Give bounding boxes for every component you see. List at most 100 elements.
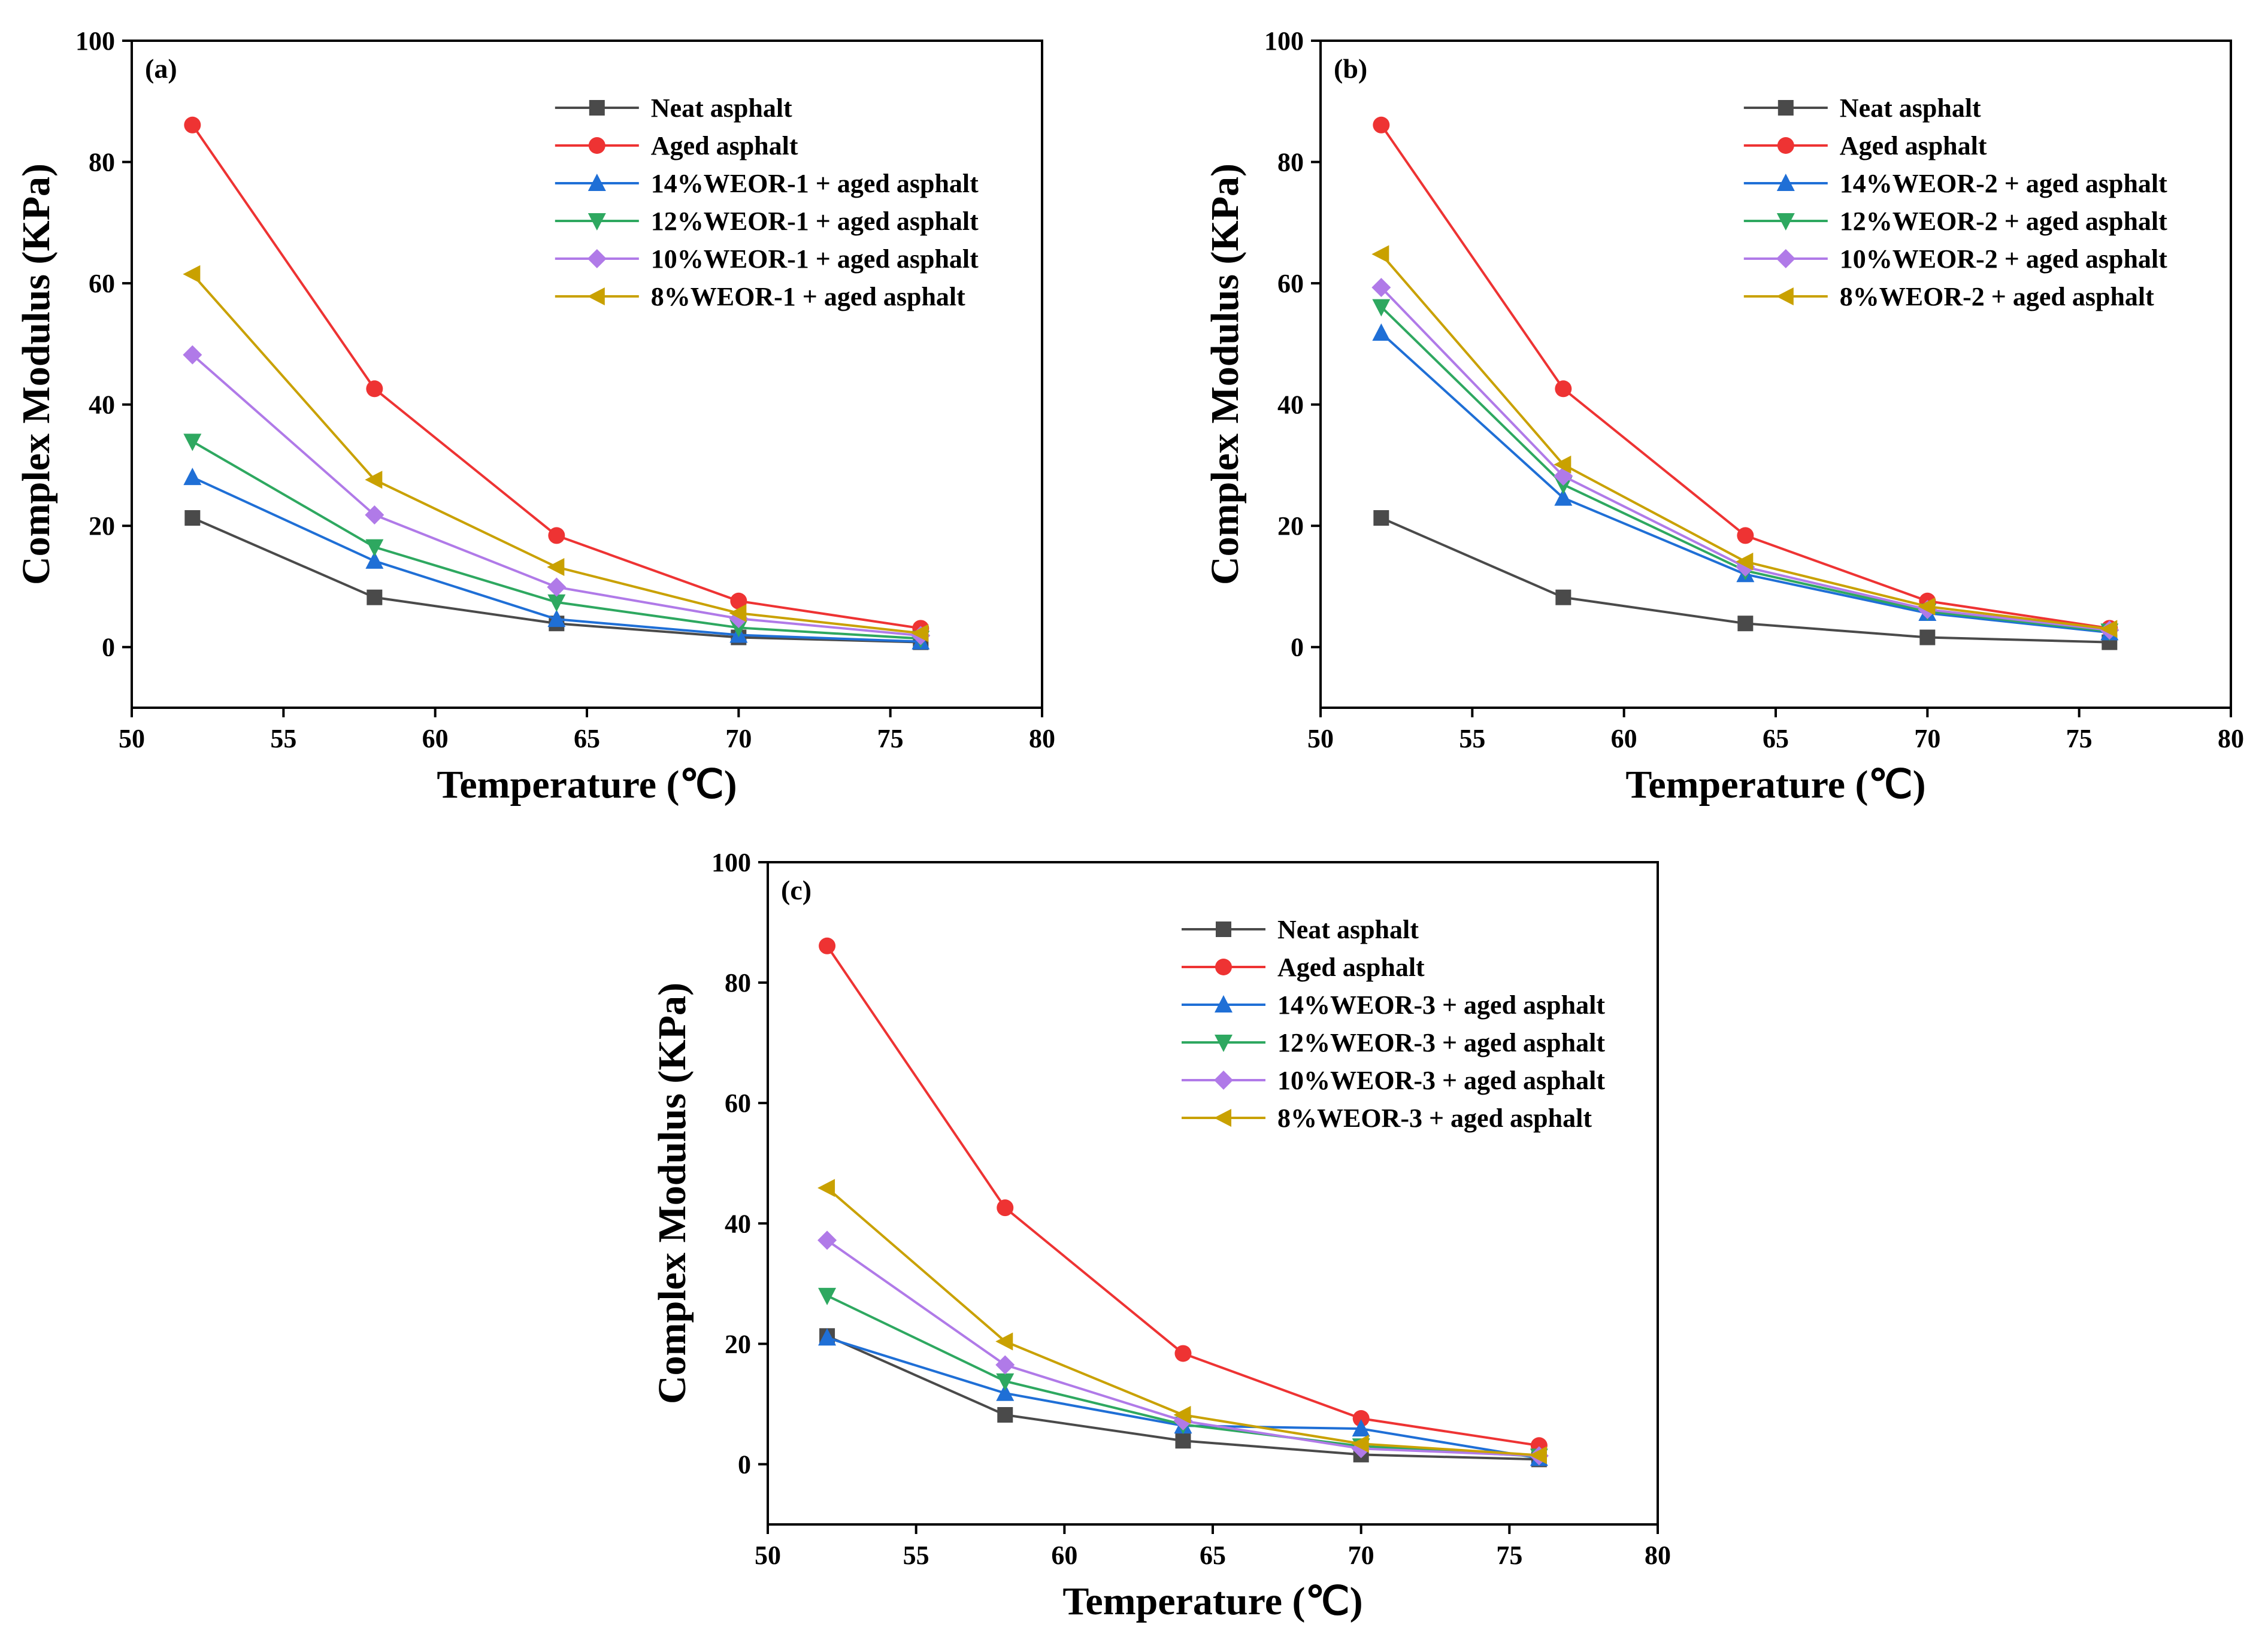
chart-panel-1: 50 55 60 65 70 75 80 0 20 40 60 80 100 Temperature (℃… [14,26,1055,807]
legend-marker [1214,995,1233,1012]
legend-item: 14%WEOR-1 + aged asphalt [555,169,979,198]
legend-label: Neat asphalt [1277,915,1419,944]
data-point [1373,510,1389,526]
x-tick-label: 75 [2066,724,2093,753]
data-point [1372,323,1391,341]
panel-label: (a) [145,53,177,84]
legend-item: 12%WEOR-1 + aged asphalt [555,207,979,236]
legend: Neat asphalt Aged asphalt 14%WEOR-3 + aged… [1181,915,1605,1133]
x-tick-label: 60 [422,724,449,753]
legend-item: Aged asphalt [1743,131,1987,160]
data-point [995,1355,1015,1375]
data-point [366,380,383,398]
data-point [729,620,748,638]
x-tick-label: 60 [1051,1541,1077,1570]
legend-label: Neat asphalt [1840,93,1981,123]
data-point [547,594,566,612]
y-axis-title: Complex Modulus (KPa) [1203,163,1247,585]
legend-label: 12%WEOR-1 + aged asphalt [651,207,979,236]
legend-item: Neat asphalt [555,93,792,123]
data-point [817,1230,837,1250]
legend-marker [1778,100,1794,116]
legend: Neat asphalt Aged asphalt 14%WEOR-1 + aged… [555,93,979,311]
legend-item: 10%WEOR-2 + aged asphalt [1743,244,2167,274]
series-6 [1371,245,2118,638]
legend-marker [589,100,605,116]
legend-item: 14%WEOR-3 + aged asphalt [1181,990,1605,1020]
y-axis-title: Complex Modulus (KPa) [650,983,694,1404]
data-point [1554,455,1571,474]
legend-item: 12%WEOR-2 + aged asphalt [1743,207,2167,236]
data-point [996,1383,1015,1401]
legend-item: 8%WEOR-1 + aged asphalt [555,282,965,311]
legend-label: 14%WEOR-3 + aged asphalt [1277,990,1605,1020]
legend-label: Aged asphalt [1277,953,1425,982]
chart-panel-2: 50 55 60 65 70 75 80 0 20 40 60 80 100 Temperature (℃… [1203,26,2244,807]
y-tick-label: 80 [1277,148,1304,177]
data-point [547,610,566,627]
data-point [911,624,929,642]
legend-label: 14%WEOR-1 + aged asphalt [651,169,979,198]
data-point [547,558,565,577]
data-point [1352,1410,1370,1427]
y-tick-label: 40 [725,1209,751,1238]
y-tick-label: 100 [711,848,751,877]
chart-panel-3: 50 55 60 65 70 75 80 0 20 40 60 80 100 Temperature (℃… [650,848,1671,1623]
series-1 [1373,510,2118,650]
data-point [1373,116,1390,134]
panel-label: (c) [781,875,811,905]
legend-label: 14%WEOR-2 + aged asphalt [1840,169,2167,198]
legend-marker [588,174,606,191]
data-point [730,592,747,610]
y-tick-label: 20 [1277,511,1304,541]
panel-label: (b) [1334,53,1367,84]
x-tick-label: 70 [1348,1541,1374,1570]
legend-marker [1215,959,1232,975]
x-tick-label: 70 [1914,724,1940,753]
x-axis-title: Temperature (℃) [1062,1580,1362,1623]
legend-marker [1215,921,1231,937]
series-6 [183,265,929,642]
legend-label: Aged asphalt [1840,131,1987,160]
series-3 [1372,323,2119,641]
data-point [365,551,384,569]
legend-item: 12%WEOR-3 + aged asphalt [1181,1028,1605,1057]
legend-item: 8%WEOR-3 + aged asphalt [1181,1104,1592,1133]
legend-marker [587,287,605,305]
x-tick-label: 75 [877,724,904,753]
y-tick-label: 20 [89,511,115,541]
legend-item: Neat asphalt [1743,93,1981,123]
data-point [997,1199,1014,1217]
data-point [1737,616,1754,632]
legend-label: 8%WEOR-1 + aged asphalt [651,282,965,311]
series-line [1380,332,2110,634]
legend-marker [588,213,606,231]
data-point [1371,278,1391,298]
legend-label: Neat asphalt [651,93,792,123]
y-tick-label: 80 [89,148,115,177]
series-4 [1372,299,2119,641]
data-point [1372,299,1391,317]
legend-label: 12%WEOR-2 + aged asphalt [1840,207,2167,236]
legend-marker [588,137,605,154]
data-point [1371,245,1389,263]
y-tick-label: 80 [725,968,751,998]
legend-marker [1213,1109,1231,1127]
plot-frame [131,40,1043,709]
data-point [817,1178,835,1197]
series-line [1380,124,2110,630]
legend-marker [1776,249,1795,268]
data-point [1173,1406,1191,1424]
data-point [1175,1433,1191,1449]
data-point [367,589,383,605]
legend-label: 8%WEOR-3 + aged asphalt [1277,1104,1592,1133]
data-point [365,471,383,489]
y-tick-label: 100 [75,26,115,56]
legend-label: 10%WEOR-1 + aged asphalt [651,244,979,274]
data-point [1554,488,1573,506]
data-point [184,510,201,526]
data-point [1555,380,1572,398]
data-point [548,527,565,544]
data-point [997,1407,1013,1423]
